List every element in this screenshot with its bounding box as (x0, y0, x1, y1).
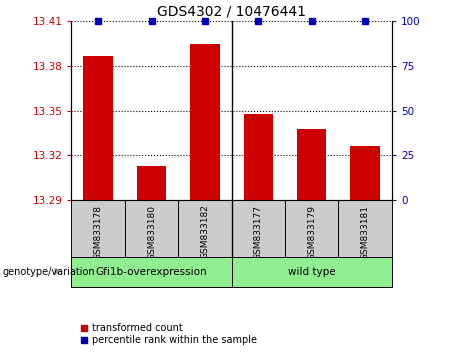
Text: GSM833177: GSM833177 (254, 205, 263, 259)
Text: Gfi1b-overexpression: Gfi1b-overexpression (96, 267, 207, 277)
Bar (137, 166, 166, 200)
Bar (231, 257, 392, 287)
Text: wild type: wild type (288, 267, 336, 277)
Text: GSM833181: GSM833181 (361, 205, 370, 259)
Text: GSM833178: GSM833178 (94, 205, 103, 259)
Bar (125, 200, 178, 257)
Bar (244, 114, 273, 200)
Bar (285, 200, 338, 257)
Bar (190, 44, 219, 200)
Bar (71, 200, 125, 257)
Title: GDS4302 / 10476441: GDS4302 / 10476441 (157, 5, 306, 19)
Bar (231, 200, 285, 257)
Legend: transformed count, percentile rank within the sample: transformed count, percentile rank withi… (77, 319, 261, 349)
Text: genotype/variation: genotype/variation (2, 267, 95, 276)
Polygon shape (54, 268, 62, 275)
Bar (350, 146, 380, 200)
Bar (338, 200, 392, 257)
Text: GSM833180: GSM833180 (147, 205, 156, 259)
Text: GSM833179: GSM833179 (307, 205, 316, 259)
Bar (297, 129, 326, 200)
Bar (71, 257, 231, 287)
Bar (178, 200, 231, 257)
Bar (83, 56, 113, 200)
Text: GSM833182: GSM833182 (201, 205, 209, 259)
